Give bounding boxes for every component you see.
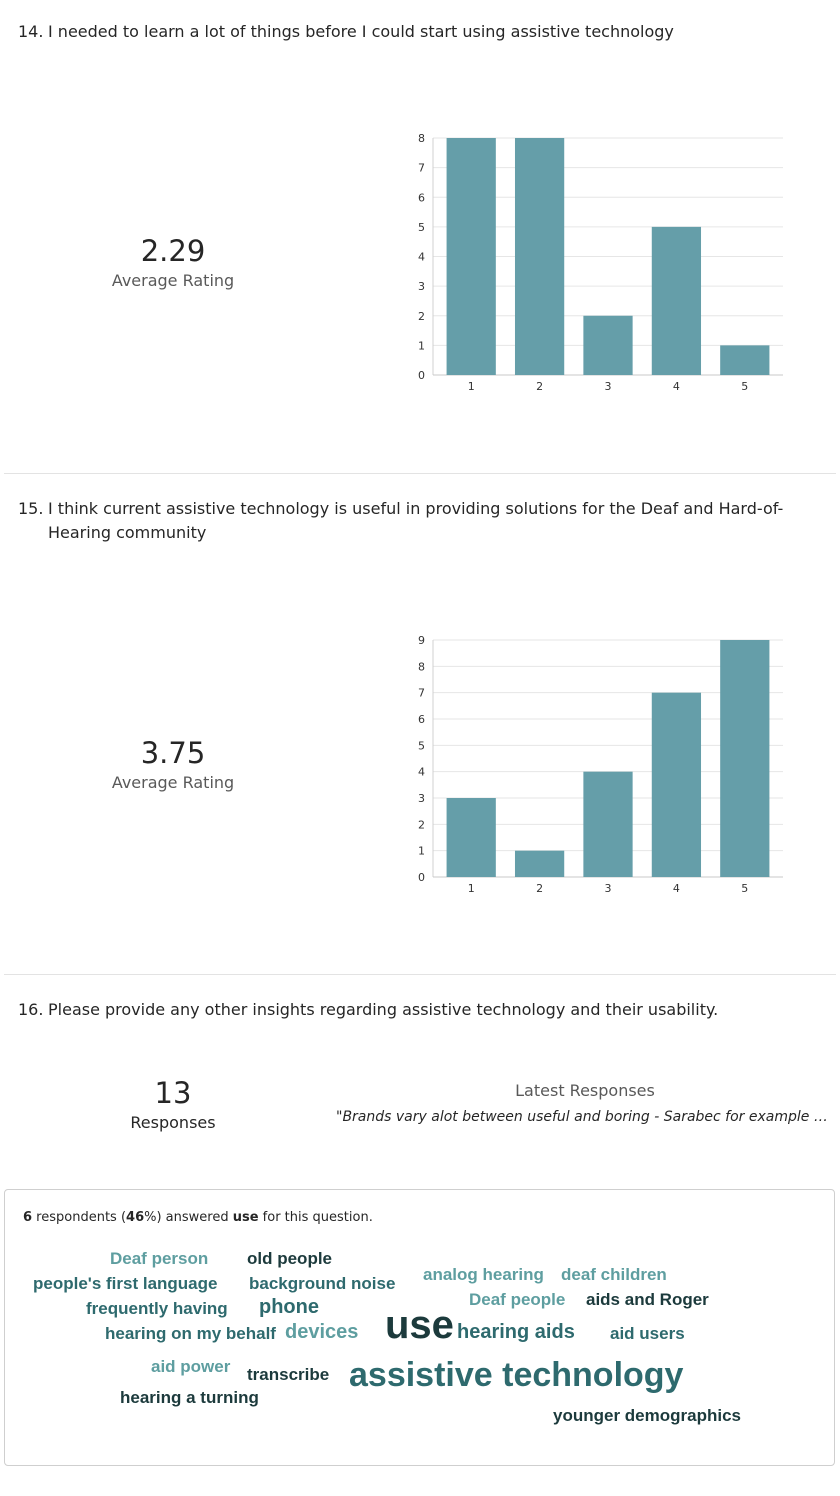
y-tick-label: 4 [418,766,425,779]
bar-1[interactable] [446,138,496,375]
bar-chart-question-15: 0 1 2 3 4 5 6 7 8 9 1 2 3 4 5 [418,634,783,895]
x-tick-label: 3 [605,380,612,393]
bar-5[interactable] [720,640,770,877]
average-rating-block: 2.29 Average Rating [43,234,303,292]
bar-4[interactable] [651,692,702,877]
responses-count-value: 13 [154,1076,192,1110]
cloud-word-phone[interactable]: phone [259,1296,319,1318]
latest-responses-block: Latest Responses "Brands vary alot betwe… [336,1080,834,1128]
cloud-word-deaf-people[interactable]: Deaf people [469,1290,566,1309]
question-number: 15. [18,499,44,518]
average-rating-label: Average Rating [111,271,235,290]
y-tick-label: 3 [418,792,425,805]
responses-count-block: 13 Responses [43,1076,303,1134]
question-number: 16. [18,1000,44,1019]
y-tick-label: 2 [418,310,425,323]
y-tick-label: 1 [418,845,425,858]
y-tick-label: 2 [418,818,425,831]
y-tick-label: 8 [418,132,425,145]
x-tick-label: 5 [741,380,748,393]
bar-3[interactable] [583,771,633,877]
respondent-count: 6 [23,1210,33,1225]
question-14-title: 14. I needed to learn a lot of things be… [18,20,828,44]
summary-text-mid: %) answered [144,1210,233,1225]
cloud-word-aids-and-roger[interactable]: aids and Roger [586,1290,709,1309]
cloud-word-frequently-having[interactable]: frequently having [86,1299,228,1318]
y-tick-label: 5 [418,221,425,234]
y-tick-label: 6 [418,191,425,204]
latest-responses-heading: Latest Responses [515,1081,655,1100]
cloud-word-background-noise[interactable]: background noise [249,1274,396,1293]
bar-1[interactable] [446,798,496,877]
summary-text-post: for this question. [258,1210,373,1225]
question-number: 14. [18,22,44,41]
respondent-percent: 46 [126,1210,145,1225]
average-rating-label: Average Rating [111,773,235,792]
question-16-title: 16. Please provide any other insights re… [18,998,828,1022]
y-tick-label: 7 [418,162,425,175]
bar-2[interactable] [514,850,565,877]
x-tick-label: 2 [536,882,543,895]
bar-5[interactable] [720,345,770,375]
bar-4[interactable] [651,226,702,375]
y-tick-label: 0 [418,369,425,382]
x-tick-label: 2 [536,380,543,393]
average-rating-value: 3.75 [140,736,206,770]
selected-word: use [232,1210,259,1225]
cloud-word-peoples-first-language[interactable]: people's first language [33,1274,218,1293]
question-15-title: 15. I think current assistive technology… [18,497,828,545]
average-rating-block: 3.75 Average Rating [43,736,303,794]
question-text: I needed to learn a lot of things before… [48,22,674,41]
x-tick-label: 5 [741,882,748,895]
cloud-word-use[interactable]: use [385,1303,454,1347]
cloud-word-transcribe[interactable]: transcribe [247,1365,330,1384]
bar-3[interactable] [583,315,633,375]
word-cloud-panel: 6 respondents (46%) answered use for thi… [4,1189,835,1466]
cloud-word-devices[interactable]: devices [285,1321,359,1343]
word-cloud-summary: 6 respondents (46%) answered use for thi… [23,1210,373,1225]
x-tick-label: 4 [673,882,680,895]
responses-count-label: Responses [130,1113,216,1132]
average-rating-value: 2.29 [140,234,206,268]
x-tick-label: 3 [605,882,612,895]
bar-2[interactable] [514,138,565,375]
cloud-word-hearing-on-my-behalf[interactable]: hearing on my behalf [105,1324,276,1343]
y-tick-label: 8 [418,660,425,673]
cloud-word-hearing-a-turning[interactable]: hearing a turning [120,1388,259,1407]
cloud-word-aid-users[interactable]: aid users [610,1324,685,1343]
bar-chart-question-14: 0 1 2 3 4 5 6 7 8 1 2 3 4 5 [418,132,783,393]
y-tick-label: 3 [418,280,425,293]
cloud-word-hearing-aids[interactable]: hearing aids [457,1321,575,1343]
section-divider [4,974,836,975]
y-tick-label: 7 [418,687,425,700]
x-tick-label: 1 [468,882,475,895]
cloud-word-old-people[interactable]: old people [247,1249,332,1268]
y-tick-label: 1 [418,339,425,352]
question-text: Please provide any other insights regard… [48,1000,719,1019]
question-text: I think current assistive technology is … [48,499,784,542]
summary-text-pre: respondents ( [32,1210,127,1225]
cloud-word-younger-demographics[interactable]: younger demographics [553,1406,741,1425]
cloud-word-assistive-technology[interactable]: assistive technology [349,1356,684,1394]
y-tick-label: 4 [418,251,425,264]
section-divider [4,473,836,474]
y-tick-label: 5 [418,739,425,752]
y-tick-label: 9 [418,634,425,647]
x-tick-label: 1 [468,380,475,393]
cloud-word-aid-power[interactable]: aid power [151,1357,231,1376]
latest-response-quote[interactable]: "Brands vary alot between useful and bor… [336,1109,834,1125]
cloud-word-analog-hearing[interactable]: analog hearing [423,1265,544,1284]
x-tick-label: 4 [673,380,680,393]
cloud-word-deaf-children[interactable]: deaf children [561,1265,667,1284]
y-tick-label: 6 [418,713,425,726]
y-tick-label: 0 [418,871,425,884]
cloud-word-deaf-person[interactable]: Deaf person [110,1249,209,1268]
